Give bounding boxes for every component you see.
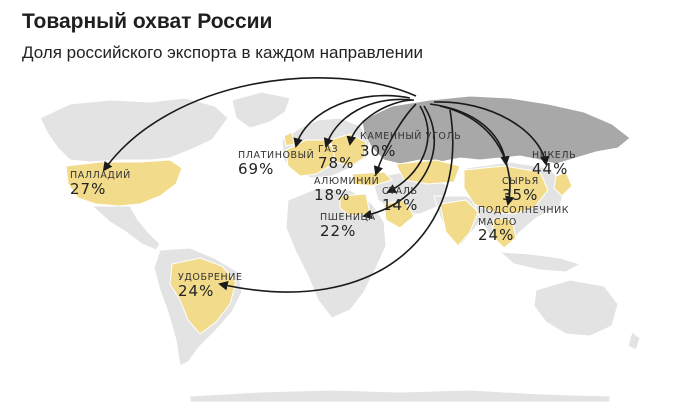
label-nickel: НИКЕЛЬ 44% [532,150,576,178]
label-palladium-name: ПАЛЛАДИЙ [70,169,131,181]
label-gas-name: ГАЗ [318,144,338,155]
label-platinum: ПЛАТИНОВЫЙ 69% [238,149,314,178]
se-asia [491,217,517,249]
label-platinum-value: 69% [238,160,274,178]
page-title: Товарный охват России [22,10,273,33]
india [439,199,479,247]
russia [361,95,631,165]
label-steel: СТАЛЬ 14% [382,186,418,214]
label-fertilizer: УДОБРЕНИЕ 24% [178,272,243,300]
arrow-nickel [433,101,550,166]
label-fertilizer-name: УДОБРЕНИЕ [178,272,243,283]
indonesia [498,251,582,273]
label-raw-name: СЫРЬЯ [502,176,539,187]
label-aluminium: АЛЮМИНИЙ 18% [314,175,379,204]
arrow-coal [346,99,415,146]
label-gas-value: 78% [318,154,354,172]
new-zealand [627,331,641,351]
label-aluminium-value: 18% [314,186,350,204]
label-nickel-name: НИКЕЛЬ [532,150,576,161]
label-wheat: ПШЕНИЦА 22% [320,212,376,240]
arrow-steel [386,105,429,193]
china [463,165,549,215]
brazil [169,257,237,335]
label-sunflower: ПОДСОЛНЕЧНИК МАСЛО 24% [478,205,569,244]
highlight-layer [65,131,573,335]
label-sunflower-name: ПОДСОЛНЕЧНИК [478,205,569,216]
label-platinum-name: ПЛАТИНОВЫЙ [238,149,314,161]
greenland [231,91,291,129]
label-wheat-name: ПШЕНИЦА [320,212,376,223]
arrow-layer [102,77,550,293]
label-gas: ГАЗ 78% [318,144,354,172]
label-coal-value: 30% [360,142,396,160]
label-palladium-value: 27% [70,180,106,198]
arrow-aluminium [373,103,417,176]
antarctica [189,389,611,403]
eastern-europe [329,133,367,167]
label-coal-name: КАМЕННЫЙ УГОЛЬ [360,130,461,142]
label-coal: КАМЕННЫЙ УГОЛЬ 30% [360,130,461,160]
japan [553,171,573,197]
label-fertilizer-value: 24% [178,282,214,300]
africa [285,187,387,319]
arrow-fertilizer [218,109,454,293]
label-sunflower-value: 24% [478,226,514,244]
mexico [90,205,161,251]
label-sunflower-name2: МАСЛО [478,217,517,228]
kazakhstan [395,159,461,185]
label-aluminium-name: АЛЮМИНИЙ [314,175,379,187]
label-nickel-value: 44% [532,160,568,178]
arrow-wheat [362,105,435,220]
label-steel-name: СТАЛЬ [382,186,418,197]
usa [65,159,183,207]
label-steel-value: 14% [382,196,418,214]
label-raw-value: 35% [502,186,538,204]
arrow-palladium [102,77,417,172]
label-wheat-value: 22% [320,222,356,240]
uk [283,131,295,147]
australia [533,279,619,337]
arrow-sunflower [439,105,515,206]
page-subtitle: Доля российского экспорта в каждом напра… [22,43,423,62]
western-europe [285,139,337,177]
label-raw: СЫРЬЯ 35% [502,176,539,204]
label-palladium: ПАЛЛАДИЙ 27% [70,169,131,198]
arrow-gas [323,98,413,148]
canada [39,97,229,163]
arrow-platinum [293,94,411,148]
